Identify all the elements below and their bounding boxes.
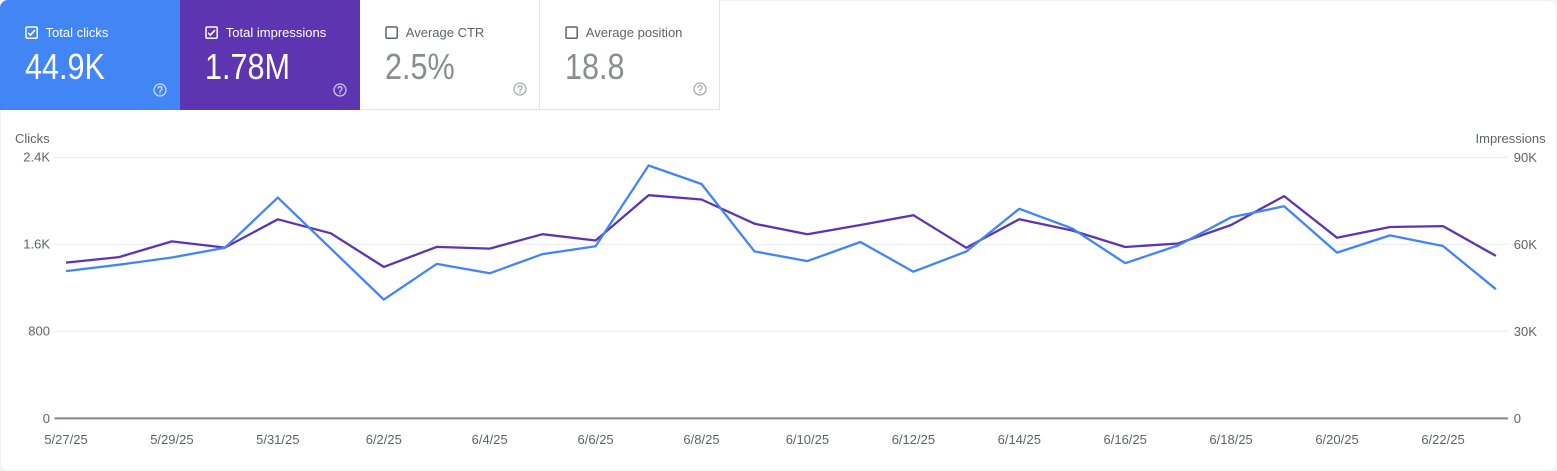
svg-text:2.4K: 2.4K [23,150,50,165]
svg-text:60K: 60K [1514,237,1537,252]
svg-text:6/2/25: 6/2/25 [366,432,402,447]
svg-text:800: 800 [28,324,50,339]
svg-text:6/18/25: 6/18/25 [1209,432,1252,447]
svg-text:90K: 90K [1514,150,1537,165]
svg-text:5/27/25: 5/27/25 [44,432,87,447]
svg-text:1.6K: 1.6K [23,237,50,252]
svg-text:6/8/25: 6/8/25 [683,432,719,447]
svg-text:0: 0 [43,411,50,426]
svg-text:6/6/25: 6/6/25 [578,432,614,447]
svg-text:0: 0 [1514,411,1521,426]
svg-text:6/4/25: 6/4/25 [472,432,508,447]
svg-text:5/31/25: 5/31/25 [256,432,299,447]
svg-text:Clicks: Clicks [15,131,50,146]
svg-text:6/16/25: 6/16/25 [1104,432,1147,447]
svg-text:5/29/25: 5/29/25 [150,432,193,447]
svg-text:6/12/25: 6/12/25 [892,432,935,447]
svg-text:6/20/25: 6/20/25 [1315,432,1358,447]
svg-text:6/10/25: 6/10/25 [786,432,829,447]
svg-text:Impressions: Impressions [1476,131,1547,146]
svg-text:30K: 30K [1514,324,1537,339]
svg-text:6/14/25: 6/14/25 [998,432,1041,447]
svg-text:6/22/25: 6/22/25 [1421,432,1464,447]
